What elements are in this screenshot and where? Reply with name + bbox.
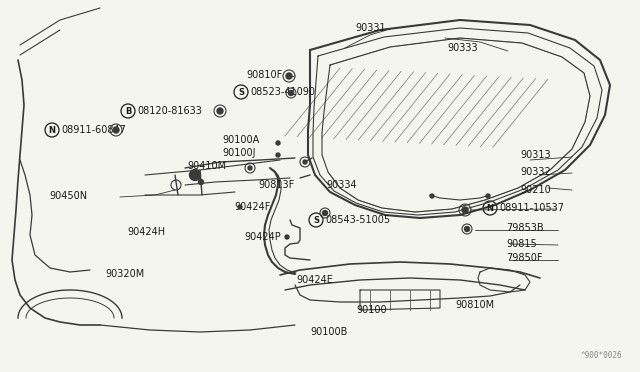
Circle shape — [286, 73, 292, 79]
Circle shape — [192, 172, 198, 178]
Text: 90100B: 90100B — [310, 327, 348, 337]
Circle shape — [465, 227, 470, 231]
Circle shape — [486, 194, 490, 198]
Text: 90450N: 90450N — [49, 191, 87, 201]
Text: 79850F: 79850F — [506, 253, 543, 263]
Text: 79853B: 79853B — [506, 223, 543, 233]
Circle shape — [323, 211, 328, 215]
Text: 08543-51005: 08543-51005 — [325, 215, 390, 225]
Text: 90815: 90815 — [506, 239, 537, 249]
Text: 90410M: 90410M — [187, 161, 226, 171]
Circle shape — [248, 166, 252, 170]
Circle shape — [289, 90, 294, 96]
Text: 90424P: 90424P — [244, 232, 281, 242]
Text: N: N — [486, 203, 493, 212]
Text: 90331: 90331 — [355, 23, 386, 33]
Text: B: B — [125, 106, 131, 115]
Text: 90333: 90333 — [447, 43, 477, 53]
Circle shape — [276, 141, 280, 145]
Text: 08523-41090: 08523-41090 — [250, 87, 315, 97]
Text: 90313: 90313 — [520, 150, 550, 160]
Text: 90210: 90210 — [520, 185, 551, 195]
Circle shape — [198, 180, 204, 185]
Text: 90334: 90334 — [326, 180, 356, 190]
Text: 90100J: 90100J — [222, 148, 255, 158]
Text: 90332: 90332 — [520, 167, 551, 177]
Circle shape — [285, 235, 289, 239]
Text: 90100: 90100 — [356, 305, 387, 315]
Circle shape — [462, 207, 468, 213]
Text: ^900*0026: ^900*0026 — [580, 351, 622, 360]
Circle shape — [217, 108, 223, 114]
Circle shape — [238, 205, 242, 209]
Text: 90424H: 90424H — [127, 227, 165, 237]
Circle shape — [113, 127, 119, 133]
Text: 90100A: 90100A — [222, 135, 259, 145]
Text: 90810F: 90810F — [246, 70, 282, 80]
Text: 08911-60847: 08911-60847 — [61, 125, 126, 135]
Text: N: N — [49, 125, 56, 135]
Text: 90320M: 90320M — [105, 269, 144, 279]
Circle shape — [430, 194, 434, 198]
Text: 90424F: 90424F — [234, 202, 270, 212]
Circle shape — [303, 160, 307, 164]
Text: S: S — [313, 215, 319, 224]
Text: 90424E: 90424E — [296, 275, 333, 285]
Text: 08120-81633: 08120-81633 — [137, 106, 202, 116]
Circle shape — [276, 153, 280, 157]
Text: 90810M: 90810M — [455, 300, 494, 310]
Text: S: S — [238, 87, 244, 96]
Text: 08911-10537: 08911-10537 — [499, 203, 564, 213]
Circle shape — [189, 170, 200, 180]
Text: 90813F: 90813F — [258, 180, 294, 190]
